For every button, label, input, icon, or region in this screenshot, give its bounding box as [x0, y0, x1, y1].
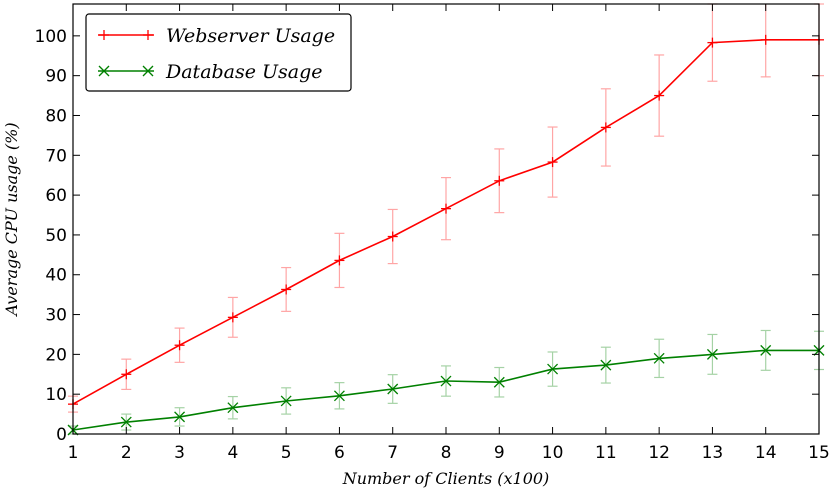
y-tick-label: 10 [45, 385, 67, 405]
x-tick-label: 3 [174, 443, 185, 463]
series-2-point [333, 390, 345, 402]
series-1-point [121, 369, 132, 380]
series-1-point [600, 122, 611, 133]
y-tick-label: 60 [45, 186, 67, 206]
series-1-point [547, 157, 558, 168]
x-tick-label: 15 [808, 443, 830, 463]
axis-ticks [72, 4, 820, 435]
series-1-point [387, 231, 398, 242]
series-1-point [227, 312, 238, 323]
series-2-point [280, 395, 292, 407]
series-2-point [760, 344, 772, 356]
series-1-point [334, 255, 345, 266]
series-2-point [547, 363, 559, 375]
series-2-point [440, 375, 452, 387]
y-tick-label: 40 [45, 266, 67, 286]
series-1-point [760, 34, 771, 45]
legend: Webserver Usage Database Usage [85, 13, 352, 92]
x-tick-label: 6 [334, 443, 345, 463]
y-tick-label: 70 [45, 146, 67, 166]
y-tick-label: 100 [35, 27, 67, 47]
series-2-point [174, 411, 186, 423]
legend-item-2-marker-start [98, 65, 110, 77]
y-tick-label: 80 [45, 106, 67, 126]
legend-item-1-marker-end [143, 30, 153, 40]
series-2-point [706, 348, 718, 360]
y-tick-label: 0 [56, 425, 67, 445]
x-tick-label: 8 [441, 443, 452, 463]
series-1-point [441, 203, 451, 214]
series-2-point [653, 352, 665, 364]
legend-item-2-label: Database Usage [165, 61, 323, 83]
legend-item-2-marker-end [142, 65, 154, 77]
x-tick-label: 11 [595, 443, 617, 463]
x-tick-label: 12 [648, 443, 670, 463]
legend-item-1-marker-start [99, 30, 109, 40]
series-1-point [654, 90, 665, 101]
x-tick-label: 10 [542, 443, 564, 463]
series-2-point [493, 376, 505, 388]
series-2-point [600, 359, 612, 371]
series-1-point [174, 340, 185, 351]
series-2-point [120, 416, 132, 428]
y-tick-label: 50 [45, 226, 67, 246]
x-axis-title: Number of Clients (x100) [342, 469, 550, 488]
x-tick-label: 2 [121, 443, 132, 463]
x-tick-label: 13 [702, 443, 724, 463]
series-1-point [707, 37, 718, 48]
series-1-point [281, 284, 292, 295]
y-tick-label: 20 [45, 345, 67, 365]
y-tick-label: 90 [45, 67, 67, 87]
x-tick-label: 14 [755, 443, 777, 463]
legend-item-1: Webserver Usage [98, 25, 335, 47]
x-tick-label: 9 [494, 443, 505, 463]
x-tick-label: 5 [281, 443, 292, 463]
x-tick-label: 4 [227, 443, 238, 463]
series-1-point [494, 175, 505, 186]
legend-item-2: Database Usage [98, 61, 323, 83]
x-tick-label: 1 [68, 443, 79, 463]
x-tick-label: 7 [387, 443, 398, 463]
series-2-point [227, 402, 239, 414]
legend-item-1-label: Webserver Usage [166, 25, 335, 47]
y-axis-title: Average CPU usage (%) [2, 122, 21, 317]
tick-labels: 1 2 3 4 5 6 7 8 9 10 11 12 13 14 150102030405060708090… [35, 27, 830, 463]
y-tick-label: 30 [45, 306, 67, 326]
series-2-point [387, 383, 399, 395]
